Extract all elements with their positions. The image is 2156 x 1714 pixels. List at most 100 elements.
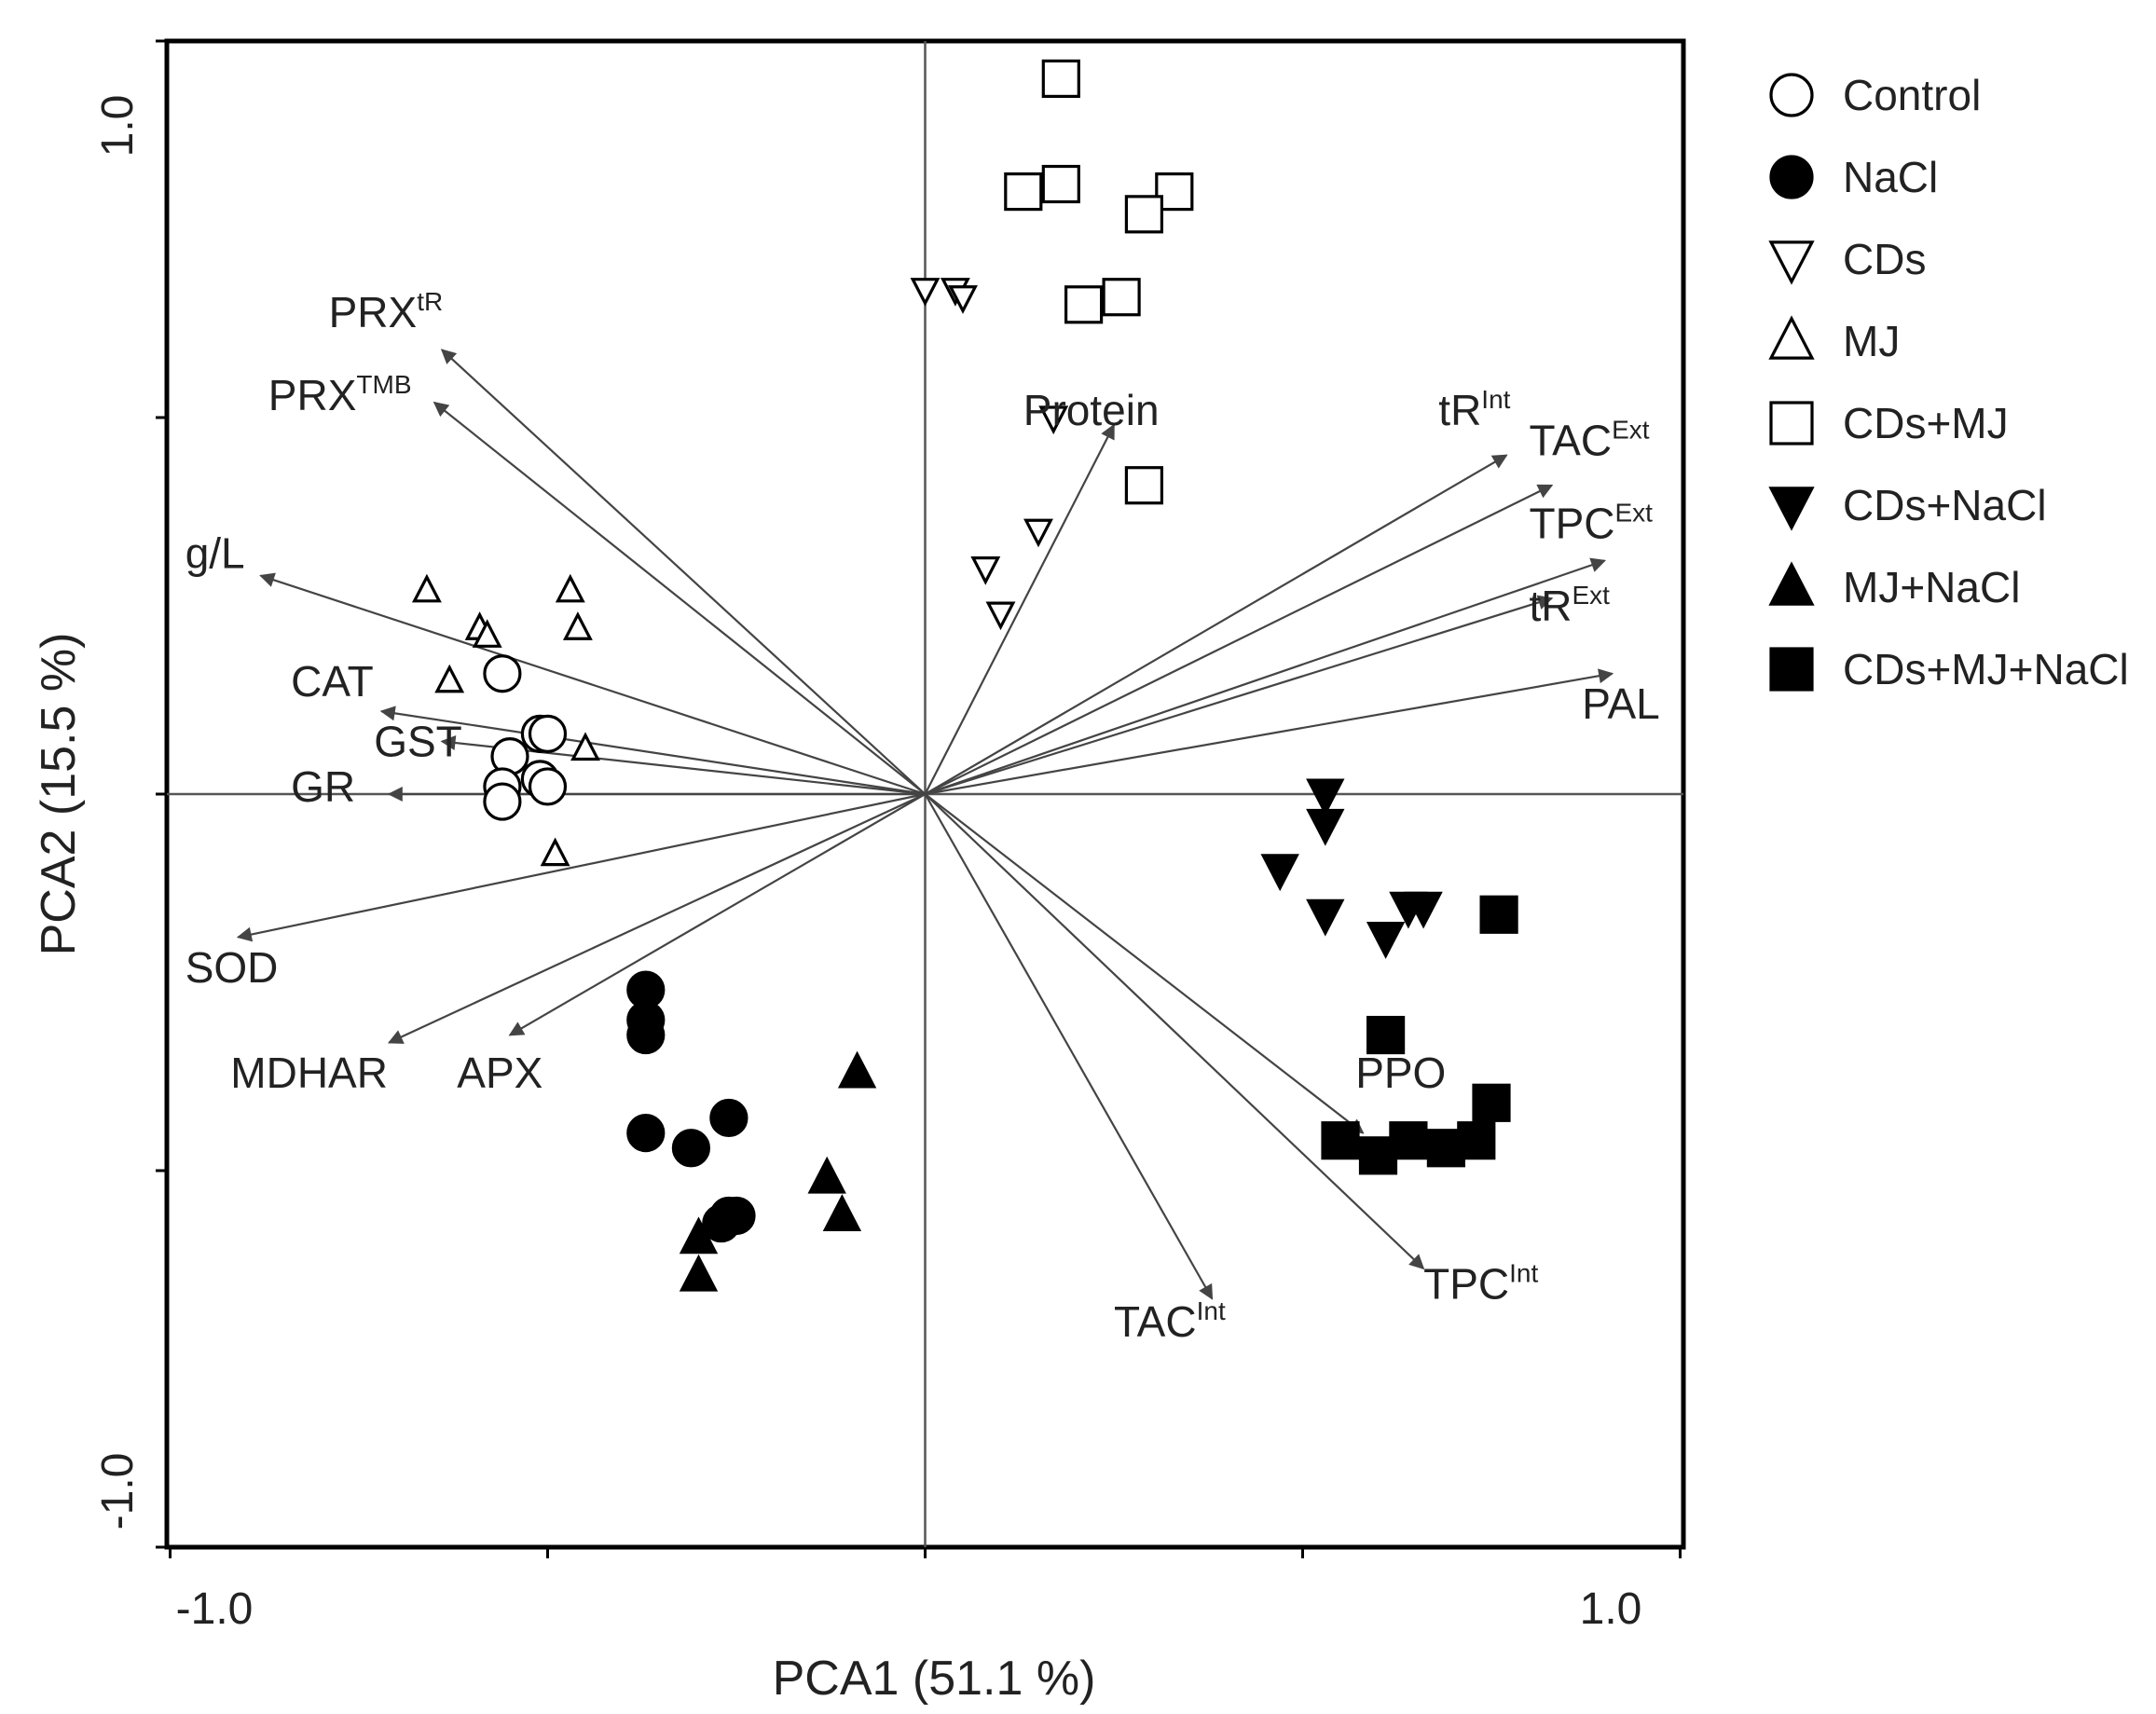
point-cds-plus-mj — [1064, 285, 1104, 324]
loading-label-prx-tr: PRXtR — [329, 287, 444, 336]
point-nacl — [671, 1129, 711, 1168]
point-cds — [985, 601, 1016, 631]
loading-arrow-g-l — [259, 572, 926, 796]
loading-label-sod: SOD — [185, 943, 279, 992]
point-cds-plus-mj — [1124, 195, 1164, 234]
loading-arrow-ppo — [924, 793, 1365, 1134]
loading-label-tr-int: tRInt — [1438, 385, 1510, 434]
point-mj-plus-nacl — [837, 1050, 877, 1089]
legend-label-cds-plus-mj: CDs+MJ — [1843, 399, 2009, 447]
loading-label-pal: PAL — [1582, 679, 1660, 728]
loading-label-mdhar: MDHAR — [230, 1049, 388, 1097]
point-cds — [910, 278, 941, 307]
x-tick-label-min: -1.0 — [176, 1584, 254, 1634]
legend-marker-cds-plus-mj — [1769, 401, 1814, 446]
x-axis-title: PCA1 (51.1 %) — [773, 1652, 1096, 1706]
loading-label-tpc-int: TPCInt — [1423, 1258, 1538, 1308]
point-nacl — [626, 1113, 666, 1153]
legend-marker-control — [1769, 73, 1814, 117]
point-mj — [434, 664, 465, 693]
y-axis-title: PCA2 (15.5 %) — [32, 633, 86, 956]
loading-arrow-tac-ext — [925, 484, 1554, 795]
point-cds — [970, 556, 1001, 585]
point-cds-plus-mj — [1124, 466, 1164, 505]
point-cds-plus-mj — [1102, 278, 1141, 317]
legend-item-cds-plus-nacl: CDs+NaCl — [1768, 481, 2047, 531]
legend-marker-mj — [1768, 315, 1815, 360]
point-cds-plus-mj — [1041, 59, 1080, 99]
point-cds-plus-mj-plus-nacl — [1389, 1121, 1428, 1160]
point-mj — [555, 573, 585, 603]
point-cds-plus-mj-plus-nacl — [1479, 895, 1518, 934]
point-mj-plus-nacl — [679, 1216, 719, 1255]
x-tick-label-max: 1.0 — [1580, 1584, 1642, 1634]
legend-item-mj-plus-nacl: MJ+NaCl — [1768, 561, 2020, 611]
point-mj-plus-nacl — [822, 1194, 862, 1231]
legend-marker-nacl — [1769, 155, 1814, 199]
point-mj — [562, 611, 593, 640]
loading-arrow-mdhar — [387, 793, 926, 1044]
point-cds-plus-nacl — [1404, 891, 1443, 929]
point-cds-plus-mj-plus-nacl — [1472, 1083, 1511, 1122]
point-cds-plus-mj-plus-nacl — [1366, 1015, 1406, 1055]
point-mj-plus-nacl — [679, 1254, 719, 1292]
legend-label-cds-plus-mj-plus-nacl: CDs+MJ+NaCl — [1843, 645, 2129, 693]
legend-marker-cds — [1768, 240, 1815, 285]
legend-item-cds-plus-mj: CDs+MJ — [1769, 399, 2009, 447]
legend-label-cds-plus-nacl: CDs+NaCl — [1843, 481, 2047, 529]
point-cds-plus-nacl — [1306, 778, 1345, 816]
loading-arrow-apx — [508, 793, 927, 1036]
point-control — [528, 767, 568, 806]
point-cds-plus-mj-plus-nacl — [1321, 1121, 1360, 1160]
legend-item-control: Control — [1769, 71, 1981, 119]
loading-label-protein: Protein — [1023, 386, 1160, 434]
loading-arrow-tac-int — [924, 793, 1214, 1300]
score-points — [411, 59, 1518, 1292]
loading-arrow-tpc-int — [924, 793, 1425, 1270]
loading-arrow-prx-tr — [440, 349, 927, 795]
point-mj — [540, 837, 570, 867]
loading-label-ppo: PPO — [1355, 1049, 1446, 1097]
legend-item-cds-plus-mj-plus-nacl: CDs+MJ+NaCl — [1769, 645, 2129, 693]
loading-label-tac-ext: TACExt — [1530, 415, 1650, 464]
point-nacl — [702, 1203, 741, 1243]
loading-arrow-tpc-ext — [925, 557, 1607, 796]
point-mj — [570, 732, 600, 761]
point-cds — [1038, 405, 1069, 435]
loading-arrows — [236, 349, 1614, 1300]
loading-label-g-l: g/L — [185, 529, 245, 578]
point-cds — [948, 285, 978, 314]
legend-label-control: Control — [1843, 71, 1981, 119]
point-cds-plus-mj-plus-nacl — [1426, 1129, 1466, 1168]
point-nacl — [626, 1015, 666, 1055]
y-tick-label-max: 1.0 — [93, 95, 143, 158]
loading-arrow-cat — [379, 706, 926, 796]
legend-label-mj-plus-nacl: MJ+NaCl — [1843, 563, 2020, 611]
loading-arrow-sod — [236, 792, 926, 942]
loading-arrow-pal — [925, 668, 1614, 796]
legend-marker-cds-plus-mj-plus-nacl — [1769, 647, 1814, 692]
point-cds-plus-nacl — [1306, 898, 1345, 937]
point-control — [483, 782, 522, 821]
point-mj-plus-nacl — [807, 1156, 846, 1194]
axis-ticks — [156, 39, 1682, 1558]
loading-label-apx: APX — [457, 1049, 542, 1097]
point-cds-plus-nacl — [1366, 922, 1406, 959]
loading-label-cat: CAT — [291, 657, 374, 706]
point-mj — [472, 619, 502, 648]
point-cds-plus-mj — [1004, 172, 1043, 212]
loading-label-gr: GR — [291, 762, 355, 811]
loading-arrow-tr-int — [924, 454, 1508, 795]
point-control — [528, 714, 568, 753]
legend: Control NaCl CDs MJ CDs+MJ CDs+NaCl MJ+NaCl CDs… — [1768, 71, 2129, 693]
loading-label-prx-tmb: PRXTMB — [268, 370, 412, 419]
legend-item-cds: CDs — [1768, 235, 1926, 285]
point-cds-plus-nacl — [1306, 808, 1345, 846]
loading-arrow-protein — [924, 423, 1115, 795]
legend-item-nacl: NaCl — [1769, 153, 1938, 201]
legend-marker-cds-plus-nacl — [1768, 487, 1815, 531]
loading-label-tpc-ext: TPCExt — [1530, 498, 1654, 547]
legend-label-mj: MJ — [1843, 317, 1900, 365]
